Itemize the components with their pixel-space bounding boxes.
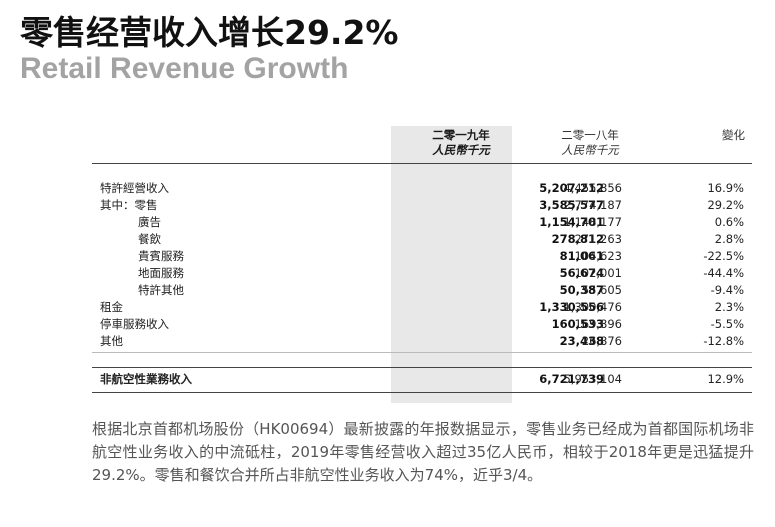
value-change: 2.3% — [714, 300, 744, 314]
table-row: 租金 1,330,556 1,300,476 2.3% — [92, 299, 752, 316]
value-2018: 169,896 — [574, 317, 622, 331]
value-change: -9.4% — [710, 283, 744, 297]
total-2018: 5,953,104 — [563, 372, 622, 386]
subtotal-divider — [92, 352, 752, 353]
value-2018: 104,623 — [574, 249, 622, 263]
row-label: 其他 — [100, 334, 123, 348]
row-label: 特許經營收入 — [100, 181, 169, 195]
row-label: 餐飲 — [138, 232, 161, 246]
row-label: 貴賓服務 — [138, 249, 184, 263]
total-row: 非航空性業務收入 6,721,739 5,953,104 12.9% — [92, 371, 752, 388]
value-2019: 23,438 — [559, 334, 604, 348]
row-label: 特許其他 — [138, 283, 184, 297]
value-2019: 278,812 — [551, 232, 604, 246]
row-label: 廣告 — [138, 215, 161, 229]
column-header-2018-year: 二零一八年 — [561, 128, 619, 142]
value-2019: 50,387 — [559, 283, 604, 297]
total-2019: 6,721,739 — [539, 372, 604, 386]
value-2018: 26,876 — [581, 334, 622, 348]
table-row: 停車服務收入 160,533 169,896 -5.5% — [92, 316, 752, 333]
value-2019: 56,674 — [559, 266, 604, 280]
value-change: 16.9% — [707, 181, 744, 195]
column-header-2018-unit: 人民幣千元 — [561, 143, 619, 157]
row-label: 地面服務 — [138, 266, 184, 280]
value-2018: 1,148,177 — [563, 215, 622, 229]
page-title: 零售经营收入增长29.2% — [20, 13, 399, 52]
value-change: -12.8% — [703, 334, 744, 348]
value-change: 29.2% — [707, 198, 744, 212]
table-row: 貴賓服務 81,061 104,623 -22.5% — [92, 248, 752, 265]
table-row: 餐飲 278,812 271,263 2.8% — [92, 231, 752, 248]
row-label: 停車服務收入 — [100, 317, 169, 331]
value-2019: 1,154,701 — [539, 215, 604, 229]
body-paragraph: 根据北京首都机场股份（HK00694）最新披露的年报数据显示，零售业务已经成为首… — [92, 420, 754, 484]
total-label: 非航空性業務收入 — [100, 372, 192, 386]
column-header-2019: 二零一九年 人民幣千元 — [418, 128, 504, 158]
current-year-highlight — [391, 126, 512, 403]
total-change: 12.9% — [707, 372, 744, 386]
header-divider — [92, 163, 752, 164]
value-2019: 5,207,212 — [539, 181, 604, 195]
table-row: 特許其他 50,387 55,605 -9.4% — [92, 282, 752, 299]
total-top-divider — [92, 367, 752, 368]
page-subtitle: Retail Revenue Growth — [20, 52, 349, 85]
column-header-2018: 二零一八年 人民幣千元 — [545, 128, 635, 158]
row-label: 其中：零售 — [100, 198, 158, 212]
column-header-change-label: 變化 — [722, 128, 745, 142]
value-2018: 271,263 — [574, 232, 622, 246]
value-2018: 1,300,476 — [563, 300, 622, 314]
value-2018: 2,774,187 — [563, 198, 622, 212]
column-header-2019-year: 二零一九年 — [432, 128, 490, 142]
value-2018: 102,001 — [574, 266, 622, 280]
value-change: 2.8% — [714, 232, 744, 246]
value-2018: 55,605 — [581, 283, 622, 297]
value-change: 0.6% — [714, 215, 744, 229]
value-2018: 4,455,856 — [563, 181, 622, 195]
value-change: -5.5% — [710, 317, 744, 331]
value-2019: 160,533 — [551, 317, 604, 331]
row-label: 租金 — [100, 300, 123, 314]
table-row: 其他 23,438 26,876 -12.8% — [92, 333, 752, 350]
value-2019: 3,585,577 — [539, 198, 604, 212]
column-header-2019-unit: 人民幣千元 — [432, 143, 490, 157]
total-bottom-divider — [92, 392, 752, 393]
value-2019: 81,061 — [559, 249, 604, 263]
table-row: 地面服務 56,674 102,001 -44.4% — [92, 265, 752, 282]
value-2019: 1,330,556 — [539, 300, 604, 314]
table-row: 其中：零售 3,585,577 2,774,187 29.2% — [92, 197, 752, 214]
value-change: -22.5% — [703, 249, 744, 263]
value-change: -44.4% — [703, 266, 744, 280]
column-header-change: 變化 — [695, 128, 745, 143]
table-row: 特許經營收入 5,207,212 4,455,856 16.9% — [92, 180, 752, 197]
table-row: 廣告 1,154,701 1,148,177 0.6% — [92, 214, 752, 231]
